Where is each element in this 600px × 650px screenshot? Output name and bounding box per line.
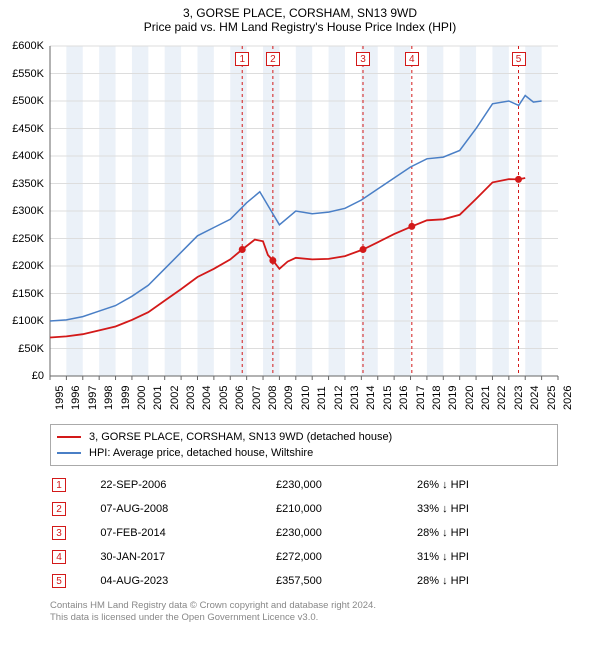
x-axis-label: 2025 — [546, 386, 558, 410]
x-axis-label: 1999 — [120, 386, 132, 410]
x-axis-label: 2026 — [562, 386, 574, 410]
x-axis-label: 2009 — [283, 386, 295, 410]
sales-row-diff: 28% ↓ HPI — [417, 570, 556, 592]
y-axis-label: £0 — [0, 370, 44, 382]
sales-row-price: £272,000 — [276, 546, 415, 568]
sales-row: 2 07-AUG-2008£210,00033% ↓ HPI — [52, 498, 556, 520]
y-axis-label: £250K — [0, 233, 44, 245]
y-axis-label: £350K — [0, 178, 44, 190]
footer-line1: Contains HM Land Registry data © Crown c… — [50, 600, 600, 612]
x-axis-label: 2004 — [201, 386, 213, 410]
x-axis-label: 2012 — [333, 386, 345, 410]
sales-row-price: £210,000 — [276, 498, 415, 520]
sales-row-marker: 3 — [52, 526, 66, 540]
x-axis-label: 2003 — [185, 386, 197, 410]
sales-row-date: 04-AUG-2023 — [100, 570, 274, 592]
x-axis-label: 2024 — [529, 386, 541, 410]
sales-row-diff: 33% ↓ HPI — [417, 498, 556, 520]
x-axis-label: 2015 — [382, 386, 394, 410]
x-axis-label: 2022 — [496, 386, 508, 410]
sales-row-marker: 4 — [52, 550, 66, 564]
sales-table: 122-SEP-2006£230,00026% ↓ HPI207-AUG-200… — [50, 472, 558, 594]
sales-row-price: £357,500 — [276, 570, 415, 592]
x-axis-label: 1996 — [70, 386, 82, 410]
sales-row-diff: 28% ↓ HPI — [417, 522, 556, 544]
legend-swatch-property — [57, 436, 81, 438]
y-axis-label: £550K — [0, 68, 44, 80]
sale-dot — [515, 176, 522, 183]
x-axis-label: 2018 — [431, 386, 443, 410]
sales-row-date: 30-JAN-2017 — [100, 546, 274, 568]
x-axis-label: 2013 — [349, 386, 361, 410]
legend-swatch-hpi — [57, 452, 81, 454]
x-axis-label: 2020 — [464, 386, 476, 410]
sales-row-marker: 5 — [52, 574, 66, 588]
sale-marker-box: 5 — [512, 52, 526, 66]
x-axis-label: 2006 — [234, 386, 246, 410]
sales-row-price: £230,000 — [276, 474, 415, 496]
sale-marker-box: 2 — [266, 52, 280, 66]
y-axis-label: £100K — [0, 315, 44, 327]
y-axis-label: £600K — [0, 40, 44, 52]
sales-row: 5 04-AUG-2023£357,50028% ↓ HPI — [52, 570, 556, 592]
legend-item-hpi: HPI: Average price, detached house, Wilt… — [57, 445, 551, 461]
x-axis-label: 2016 — [398, 386, 410, 410]
sale-marker-box: 4 — [405, 52, 419, 66]
x-axis-label: 2005 — [218, 386, 230, 410]
sales-row-marker: 1 — [52, 478, 66, 492]
y-axis-label: £150K — [0, 288, 44, 300]
sales-row: 1 22-SEP-2006£230,00026% ↓ HPI — [52, 474, 556, 496]
sales-row: 3 07-FEB-2014£230,00028% ↓ HPI — [52, 522, 556, 544]
chart-plot-area: £0 £50K £100K £150K £200K £250K £300K £350K £400… — [0, 36, 600, 416]
footer-attribution: Contains HM Land Registry data © Crown c… — [50, 600, 600, 625]
title-subtitle: Price paid vs. HM Land Registry's House … — [0, 20, 600, 34]
x-axis-label: 2011 — [316, 386, 328, 410]
x-axis-label: 2023 — [513, 386, 525, 410]
x-axis-label: 1997 — [87, 386, 99, 410]
legend-label-hpi: HPI: Average price, detached house, Wilt… — [89, 447, 313, 459]
legend-label-property: 3, GORSE PLACE, CORSHAM, SN13 9WD (detac… — [89, 431, 392, 443]
x-axis-label: 2019 — [447, 386, 459, 410]
y-axis-label: £200K — [0, 260, 44, 272]
x-axis-label: 1998 — [103, 386, 115, 410]
sales-row-date: 22-SEP-2006 — [100, 474, 274, 496]
sales-row: 4 30-JAN-2017£272,00031% ↓ HPI — [52, 546, 556, 568]
title-address: 3, GORSE PLACE, CORSHAM, SN13 9WD — [0, 6, 600, 20]
y-axis-label: £500K — [0, 95, 44, 107]
property-line — [50, 178, 525, 338]
x-axis-label: 2017 — [415, 386, 427, 410]
sale-dot — [239, 246, 246, 253]
sale-dot — [408, 223, 415, 230]
y-axis-label: £400K — [0, 150, 44, 162]
chart-svg — [0, 36, 600, 416]
x-axis-label: 2014 — [365, 386, 377, 410]
x-axis-label: 2002 — [169, 386, 181, 410]
x-axis-label: 2007 — [251, 386, 263, 410]
sale-dot — [359, 246, 366, 253]
sales-row-marker: 2 — [52, 502, 66, 516]
sale-dot — [269, 257, 276, 264]
sales-row-diff: 26% ↓ HPI — [417, 474, 556, 496]
x-axis-label: 2021 — [480, 386, 492, 410]
chart-header: 3, GORSE PLACE, CORSHAM, SN13 9WD Price … — [0, 0, 600, 36]
sale-marker-box: 1 — [235, 52, 249, 66]
x-axis-label: 2010 — [300, 386, 312, 410]
footer-line2: This data is licensed under the Open Gov… — [50, 612, 600, 624]
x-axis-label: 2000 — [136, 386, 148, 410]
sales-row-price: £230,000 — [276, 522, 415, 544]
x-axis-label: 2008 — [267, 386, 279, 410]
sales-row-date: 07-AUG-2008 — [100, 498, 274, 520]
y-axis-label: £450K — [0, 123, 44, 135]
sales-row-date: 07-FEB-2014 — [100, 522, 274, 544]
sale-marker-box: 3 — [356, 52, 370, 66]
legend-box: 3, GORSE PLACE, CORSHAM, SN13 9WD (detac… — [50, 424, 558, 466]
legend-item-property: 3, GORSE PLACE, CORSHAM, SN13 9WD (detac… — [57, 429, 551, 445]
y-axis-label: £50K — [0, 343, 44, 355]
y-axis-label: £300K — [0, 205, 44, 217]
x-axis-label: 1995 — [54, 386, 66, 410]
x-axis-label: 2001 — [152, 386, 164, 410]
sales-row-diff: 31% ↓ HPI — [417, 546, 556, 568]
